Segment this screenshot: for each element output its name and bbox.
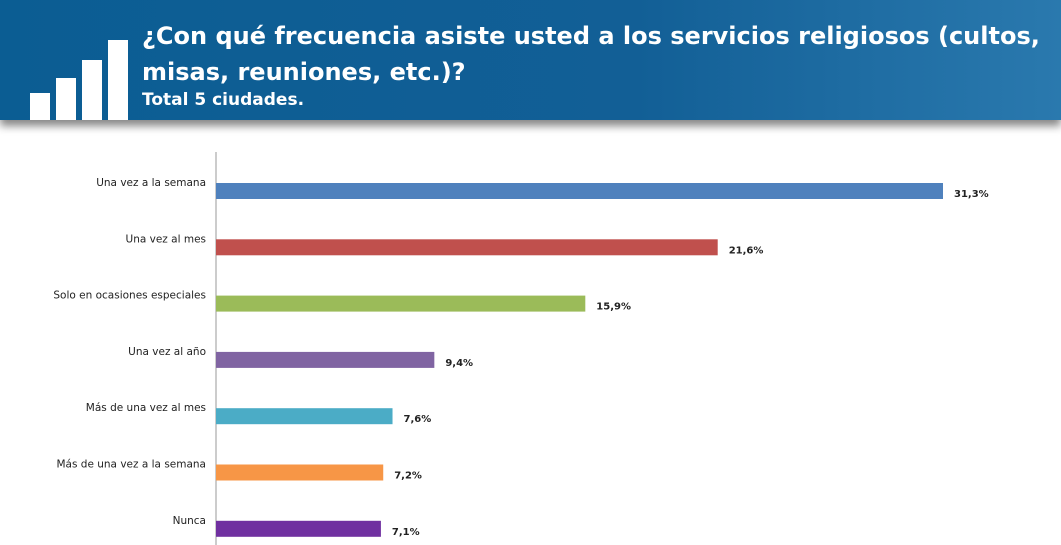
chart-title: ¿Con qué frecuencia asiste usted a los s… <box>142 22 1040 86</box>
bar <box>216 464 384 481</box>
logo-icon <box>30 40 128 120</box>
bar <box>216 239 718 256</box>
header-banner: ¿Con qué frecuencia asiste usted a los s… <box>0 0 1061 120</box>
category-label: Nunca <box>173 515 206 527</box>
category-label: Una vez al mes <box>126 233 206 245</box>
bar <box>216 295 586 312</box>
category-label: Más de una vez al mes <box>86 402 206 414</box>
value-label: 15,9% <box>596 302 631 313</box>
value-label: 21,6% <box>729 245 764 256</box>
category-label: Una vez a la semana <box>96 177 206 189</box>
category-label: Más de una vez a la semana <box>56 459 206 471</box>
value-label: 7,2% <box>394 471 422 482</box>
value-label: 7,1% <box>392 527 420 538</box>
bar <box>216 351 435 368</box>
bar <box>216 520 381 537</box>
category-label: Una vez al año <box>128 346 206 358</box>
value-label: 31,3% <box>954 189 989 200</box>
bar <box>216 408 393 425</box>
chart-subtitle: Total 5 ciudades. <box>142 90 305 110</box>
value-label: 7,6% <box>404 414 432 425</box>
value-label: 9,4% <box>445 358 473 369</box>
bar <box>216 183 943 199</box>
category-label: Solo en ocasiones especiales <box>53 290 206 302</box>
